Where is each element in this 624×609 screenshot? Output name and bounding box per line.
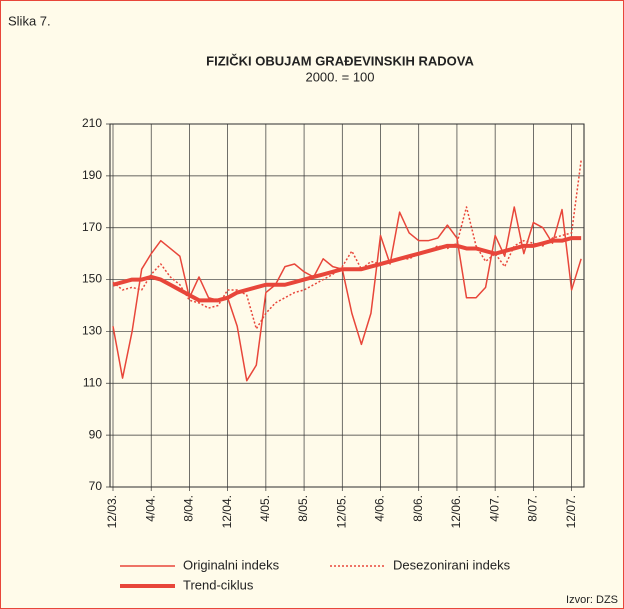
y-tick-label: 90 xyxy=(89,427,103,441)
figure-label: Slika 7. xyxy=(8,13,51,28)
x-tick-label: 4/06. xyxy=(373,495,387,522)
y-tick-label: 170 xyxy=(82,220,102,234)
series-line xyxy=(112,160,582,330)
chart-title: FIZIČKI OBUJAM GRAĐEVINSKIH RADOVA xyxy=(206,53,474,68)
x-tick-label: 4/04. xyxy=(143,495,157,522)
y-tick-label: 130 xyxy=(82,324,102,338)
y-tick-label: 110 xyxy=(83,375,102,389)
x-tick-label: 8/07. xyxy=(526,495,540,522)
x-tick-label: 4/05. xyxy=(258,495,272,522)
x-tick-label: 12/05. xyxy=(334,495,348,528)
y-tick-label: 190 xyxy=(82,168,102,182)
y-tick-label: 70 xyxy=(89,479,103,493)
legend-label: Originalni indeks xyxy=(183,557,280,572)
y-tick-label: 150 xyxy=(82,272,102,286)
legend-label: Trend-ciklus xyxy=(183,577,254,592)
x-tick-label: 12/03. xyxy=(105,495,119,528)
x-tick-label: 4/07. xyxy=(487,495,501,522)
x-tick-label: 12/04. xyxy=(220,495,234,528)
source: Izvor: DZS xyxy=(566,594,618,606)
chart-subtitle: 2000. = 100 xyxy=(305,69,374,84)
legend-label: Desezonirani indeks xyxy=(393,557,511,572)
x-tick-label: 8/04. xyxy=(182,495,196,522)
x-tick-label: 12/07. xyxy=(564,495,578,528)
y-tick-label: 210 xyxy=(82,116,102,130)
x-tick-label: 8/06. xyxy=(411,495,425,522)
x-tick-label: 12/06. xyxy=(449,495,463,528)
series-line xyxy=(112,236,582,303)
x-tick-label: 8/05. xyxy=(296,495,310,522)
